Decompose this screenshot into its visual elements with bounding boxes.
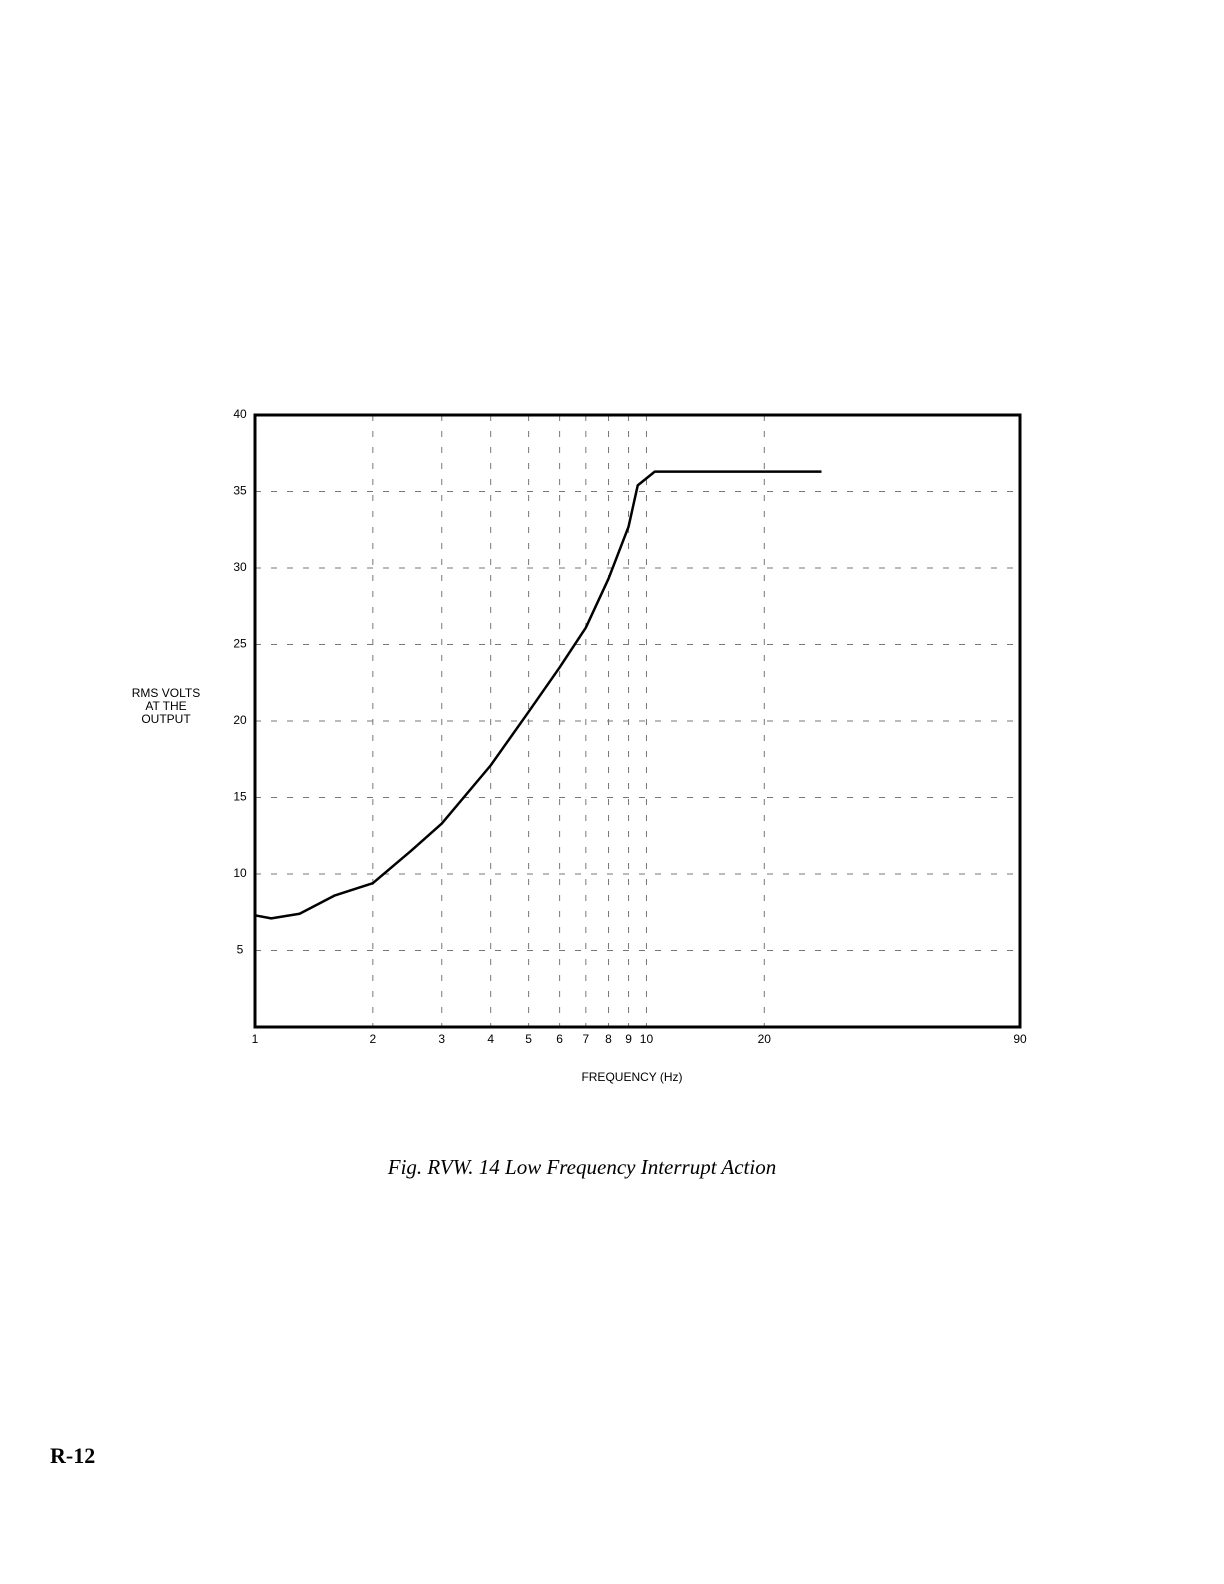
x-tick-label: 8: [605, 1032, 612, 1046]
y-axis-label: OUTPUT: [141, 712, 191, 726]
data-line: [254, 470, 822, 920]
y-tick-label: 15: [233, 790, 247, 804]
y-axis-label: RMS VOLTS: [132, 686, 200, 700]
x-tick-label: 9: [625, 1032, 632, 1046]
y-tick-label: 35: [233, 484, 247, 498]
y-tick-label: 25: [233, 637, 247, 651]
y-tick-label: 20: [233, 713, 247, 727]
plot-frame: [253, 413, 1022, 1029]
x-tick-label: 20: [758, 1032, 772, 1046]
x-tick-label: 10: [640, 1032, 654, 1046]
x-tick-label: 4: [487, 1032, 494, 1046]
x-tick-label: 6: [556, 1032, 563, 1046]
page-label: R-12: [50, 1443, 95, 1468]
y-tick-label: 10: [233, 866, 247, 880]
y-tick-label: 30: [233, 560, 247, 574]
y-tick-label: 40: [233, 407, 247, 421]
y-axis-label: AT THE: [145, 699, 186, 713]
caption: Fig. RVW. 14 Low Frequency Interrupt Act…: [387, 1155, 776, 1179]
y-tick-label: 5: [237, 943, 244, 957]
x-tick-label: 3: [438, 1032, 445, 1046]
x-tick-label: 2: [369, 1032, 376, 1046]
x-tick-label: 7: [582, 1032, 589, 1046]
x-tick-label: 1: [252, 1032, 259, 1046]
x-axis-label: FREQUENCY (Hz): [581, 1070, 682, 1084]
x-tick-label: 5: [525, 1032, 532, 1046]
x-tick-label: 90: [1013, 1032, 1027, 1046]
